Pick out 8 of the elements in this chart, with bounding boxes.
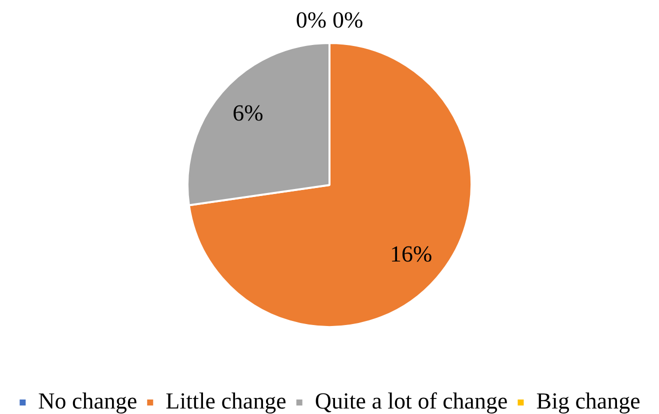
text: 0% [332,8,364,33]
data-label: 16% [390,242,432,267]
legend-label: Quite a lot of change [314,388,508,414]
legend-label: No change [38,388,138,414]
data-label: 6% [232,100,264,126]
legend-label: Big change [536,388,640,414]
text: 0% [296,8,326,33]
legend-label: Little change [166,388,286,414]
